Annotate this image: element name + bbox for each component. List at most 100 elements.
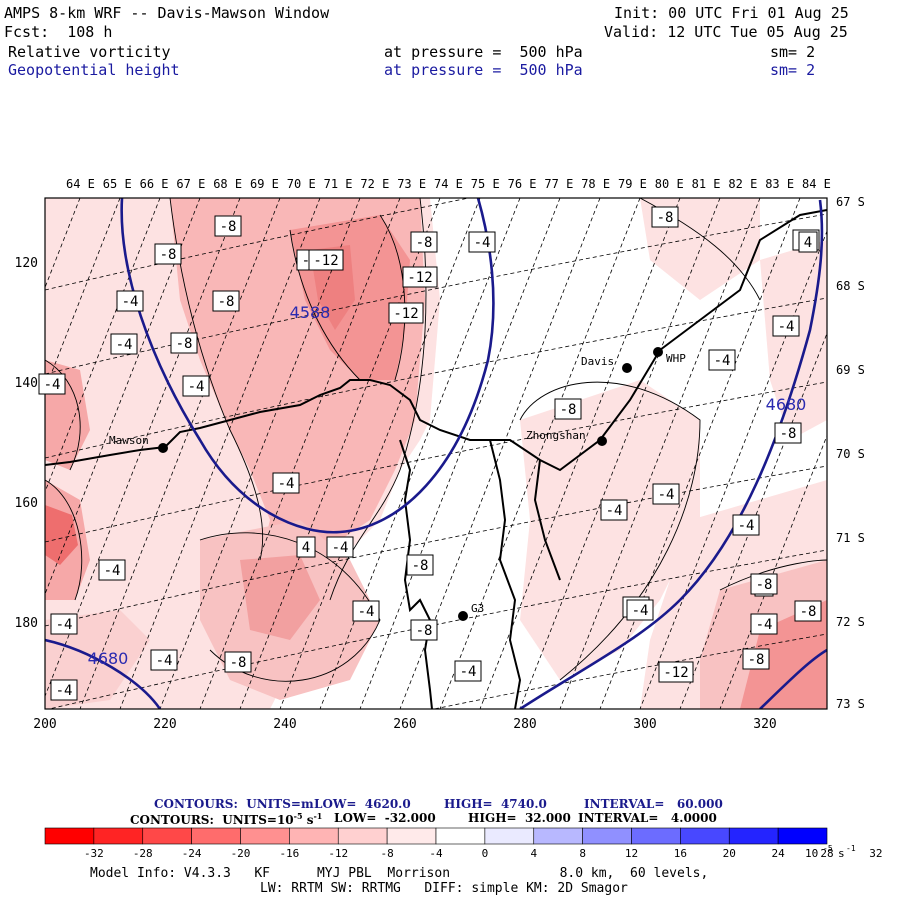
vorticity-label-box: [98, 559, 126, 581]
vorticity-label-box: [326, 536, 354, 558]
plot-frame: [44, 197, 828, 710]
vorticity-shading: [45, 198, 827, 709]
vorticity-label: -12: [393, 306, 418, 322]
vorticity-label-box: [214, 215, 242, 237]
x-tick-label: 240: [273, 717, 296, 732]
colorbar-swatch: [435, 827, 486, 845]
vorticity-label: -4: [756, 617, 773, 633]
lon-label: 78 E: [581, 177, 610, 191]
lon-label: 79 E: [618, 177, 647, 191]
colorbar-label: -20: [231, 847, 251, 860]
colorbar-swatch: [142, 827, 192, 845]
colorbar-swatch: [44, 827, 95, 845]
vorticity-label-box: [600, 499, 628, 521]
colorbar-label: 16: [674, 847, 687, 860]
vorticity-label-box: [50, 679, 78, 701]
y-tick-label: 120: [15, 256, 38, 271]
colorbar-swatch: [680, 827, 730, 845]
lon-label: 74 E: [434, 177, 463, 191]
vorticity-label-box: [798, 231, 818, 253]
vorticity-label-box: [116, 290, 144, 312]
vorticity-label-box: [732, 514, 760, 536]
height-contour-label: 4680: [88, 649, 129, 668]
colorbar-label: 32: [869, 847, 882, 860]
lat-label: 67 S: [836, 195, 865, 209]
forecast-hour: Fcst: 108 h: [4, 23, 113, 41]
vort-contour-low: LOW= -32.000: [334, 811, 436, 825]
height-contour-label: 4588: [290, 303, 331, 322]
height-contour-high: HIGH= 4740.0: [444, 797, 547, 811]
field1-name: Relative vorticity: [8, 43, 171, 61]
colorbar-swatch: [777, 827, 828, 845]
y-tick-label: 160: [15, 496, 38, 511]
lon-label: 81 E: [692, 177, 721, 191]
vorticity-label: -8: [218, 294, 235, 310]
lon-label: 71 E: [324, 177, 353, 191]
x-tick-label: 220: [153, 717, 176, 732]
vorticity-label: -8: [748, 652, 765, 668]
colorbar-unit-tail-exp: -1: [846, 844, 856, 853]
vorticity-label-box: [742, 648, 770, 670]
vorticity-label-box: [150, 649, 178, 671]
lon-label: 66 E: [140, 177, 169, 191]
vorticity-label: -4: [460, 664, 477, 680]
vorticity-label: -4: [56, 617, 73, 633]
vorticity-label: -12: [407, 270, 432, 286]
vorticity-label-box: [170, 332, 198, 354]
vorticity-label: -8: [230, 655, 247, 671]
vorticity-label-box: [352, 600, 380, 622]
colorbar-label: 12: [625, 847, 638, 860]
vorticity-label-box: [406, 554, 434, 576]
vorticity-label: -4: [658, 487, 675, 503]
vorticity-label: -8: [220, 219, 237, 235]
vorticity-label: -4: [606, 503, 623, 519]
vorticity-label-box: [651, 206, 679, 228]
station-label: WHP: [666, 352, 686, 365]
station-marker: [622, 363, 632, 373]
colorbar-label: -24: [182, 847, 202, 860]
vorticity-label-box: [750, 613, 778, 635]
vorticity-label: 4: [302, 540, 310, 556]
colorbar-unit-tail: s: [838, 847, 845, 860]
vorticity-label: -4: [122, 294, 139, 310]
vorticity-label-box: [402, 266, 438, 288]
vorticity-label-box: [308, 249, 344, 271]
init-time: Init: 00 UTC Fri 01 Aug 25: [614, 4, 849, 22]
lon-label: 75 E: [471, 177, 500, 191]
vorticity-label: -12: [313, 253, 338, 269]
colorbar-unit: 10: [805, 847, 818, 860]
colorbar-label: -28: [133, 847, 153, 860]
x-tick-label: 320: [753, 717, 776, 732]
vorticity-label: -8: [756, 577, 773, 593]
vorticity-label: 4: [804, 235, 812, 251]
lon-label: 69 E: [250, 177, 279, 191]
station-label: Zhongshan: [526, 429, 586, 442]
colorbar-swatch: [386, 827, 437, 845]
lon-label: 83 E: [765, 177, 794, 191]
vorticity-label-box: [454, 660, 482, 682]
height-contour-units: CONTOURS: UNITS=m: [154, 797, 314, 811]
colorbar-swatch: [533, 827, 583, 845]
colorbar-swatch: [728, 827, 779, 845]
colorbar-swatch: [337, 827, 388, 845]
colorbar-label: -16: [279, 847, 299, 860]
model-info-line2: LW: RRTM SW: RRTMG DIFF: simple KM: 2D S…: [260, 881, 628, 896]
vorticity-label: -4: [714, 353, 731, 369]
colorbar-swatch: [93, 827, 144, 845]
station-label: Davis: [581, 355, 614, 368]
map-title: AMPS 8-km WRF -- Davis-Mawson Window: [4, 4, 330, 22]
vorticity-label: -4: [738, 518, 755, 534]
colorbar-label: 20: [723, 847, 736, 860]
lat-label: 73 S: [836, 697, 865, 711]
vorticity-label: -8: [780, 426, 797, 442]
lon-label: 80 E: [655, 177, 684, 191]
vorticity-label: -12: [663, 665, 688, 681]
station-marker: [597, 436, 607, 446]
x-tick-label: 280: [513, 717, 536, 732]
lon-label: 67 E: [176, 177, 205, 191]
vorticity-label-box: [272, 472, 300, 494]
vorticity-label: -8: [416, 235, 433, 251]
field2-level: at pressure = 500 hPa: [384, 61, 583, 79]
vorticity-label: -4: [188, 379, 205, 395]
